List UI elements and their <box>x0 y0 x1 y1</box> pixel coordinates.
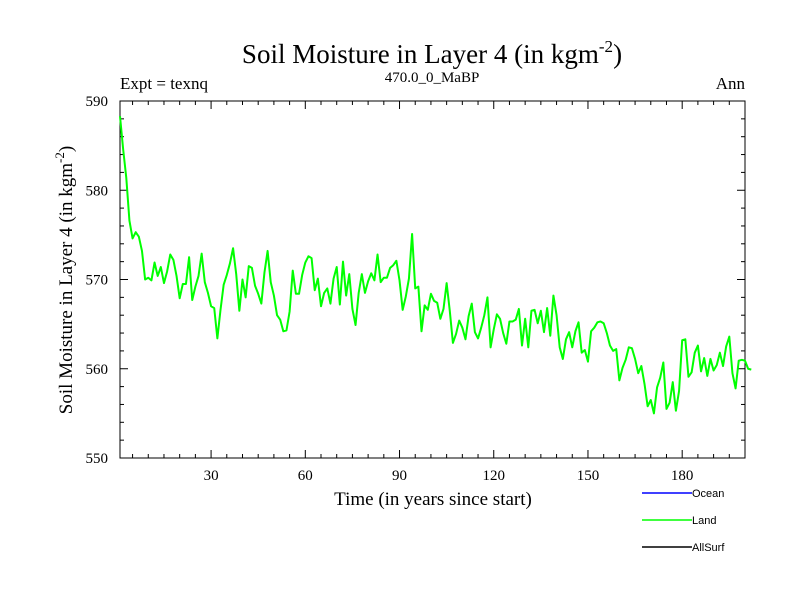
chart-title: Soil Moisture in Layer 4 (in kgm-2) <box>242 37 622 69</box>
x-tick-label: 150 <box>577 468 600 484</box>
chart-title-close: ) <box>613 39 622 69</box>
x-tick-label: 180 <box>671 468 694 484</box>
x-tick-label: 90 <box>392 468 407 484</box>
y-axis-label-main: Soil Moisture in Layer 4 (in kgm <box>56 163 77 414</box>
legend: Ocean Land AllSurf <box>642 488 725 554</box>
x-tick-label: 120 <box>482 468 505 484</box>
y-tick-label: 550 <box>86 451 109 467</box>
y-axis-label-superscript: -2 <box>52 152 67 163</box>
chart-title-main: Soil Moisture in Layer 4 (in kgm <box>242 39 599 69</box>
x-tick-label: 60 <box>298 468 313 484</box>
x-tick-labels: 30 60 90 120 150 180 <box>204 468 694 484</box>
subtitle-period: 470.0_0_MaBP <box>385 70 480 86</box>
axis-ticks <box>120 101 745 458</box>
y-tick-label: 590 <box>86 94 109 110</box>
y-tick-labels: 550 560 570 580 590 <box>86 94 109 467</box>
y-tick-label: 560 <box>86 362 109 378</box>
y-axis-label-close: ) <box>56 146 77 152</box>
y-axis-label: Soil Moisture in Layer 4 (in kgm-2) <box>52 146 77 414</box>
legend-label-ocean: Ocean <box>692 488 724 500</box>
x-tick-label: 30 <box>204 468 219 484</box>
chart-title-superscript: -2 <box>599 37 613 56</box>
x-axis-label: Time (in years since start) <box>334 489 532 510</box>
subtitle-season: Ann <box>716 74 746 93</box>
y-tick-label: 580 <box>86 183 109 199</box>
y-tick-label: 570 <box>86 273 109 289</box>
legend-label-allsurf: AllSurf <box>692 542 725 554</box>
series-group <box>119 116 752 415</box>
subtitle-experiment: Expt = texnq <box>120 74 208 93</box>
series-line-land <box>119 116 752 415</box>
legend-label-land: Land <box>692 515 716 527</box>
